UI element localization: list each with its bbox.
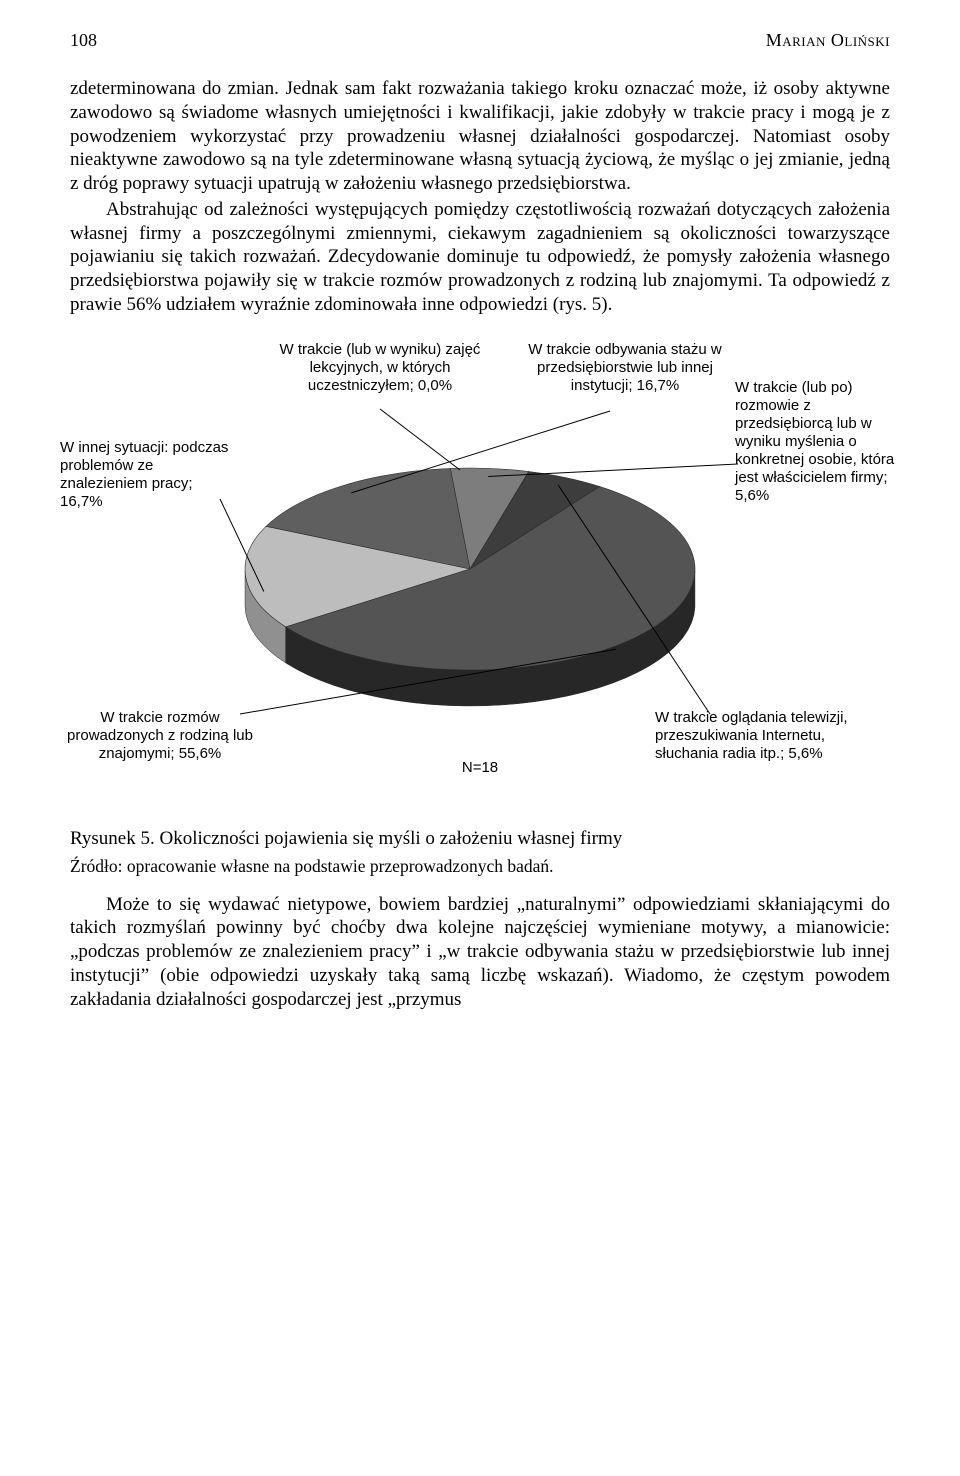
paragraph-2: Abstrahując od zależności występujących … <box>70 198 890 317</box>
figure-caption: Rysunek 5. Okoliczności pojawienia się m… <box>70 828 890 850</box>
chart-n-label: N=18 <box>450 759 510 777</box>
chart-label-classes: W trakcie (lub w wyniku) zajęć lekcyjnyc… <box>270 341 490 395</box>
figure-source: Źródło: opracowanie własne na podstawie … <box>70 856 890 877</box>
page-author: Marian Oliński <box>766 30 890 51</box>
chart-label-problems: W innej sytuacji: podczas problemów ze z… <box>60 439 230 511</box>
chart-label-family: W trakcie rozmów prowadzonych z rodziną … <box>60 709 260 763</box>
figure-5: W innej sytuacji: podczas problemów ze z… <box>70 339 890 814</box>
page-header: 108 Marian Oliński <box>70 30 890 51</box>
page-number: 108 <box>70 30 97 51</box>
paragraph-1: zdeterminowana do zmian. Jednak sam fakt… <box>70 77 890 196</box>
chart-label-media: W trakcie oglądania telewizji, przeszuki… <box>655 709 885 763</box>
chart-label-internship: W trakcie odbywania stażu w przedsiębior… <box>520 341 730 395</box>
page: 108 Marian Oliński zdeterminowana do zmi… <box>0 0 960 1053</box>
paragraph-3: Może to się wydawać nietypowe, bowiem ba… <box>70 893 890 1012</box>
chart-label-entrepreneur: W trakcie (lub po) rozmowie z przedsiębi… <box>735 379 900 505</box>
